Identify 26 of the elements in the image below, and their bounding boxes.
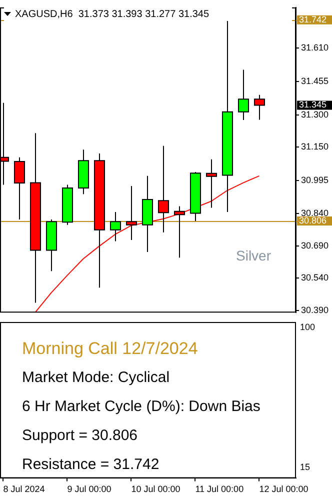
y-tick-label: 30.995 <box>301 174 329 185</box>
category-label: 12 Jul 00:00 <box>259 484 308 494</box>
ref-line-label: 30.806 <box>299 216 327 226</box>
text: 100 <box>300 322 316 332</box>
text: 15 <box>300 462 310 472</box>
text: Resistance = 31.742 <box>22 455 160 475</box>
category-label: 11 Jul 00:00 <box>195 484 244 494</box>
text: 31.345 <box>299 100 327 110</box>
category-label: 8 Jul 2024 <box>3 484 45 494</box>
y-tick-label: 31.150 <box>301 142 329 152</box>
text: Market Mode: Cyclical <box>22 368 171 388</box>
y-tick-label: 31.610 <box>301 42 329 53</box>
y-tick-label: 31.455 <box>301 76 329 86</box>
y-tick-label: 30.840 <box>301 208 329 218</box>
y-tick-label: 30.690 <box>301 240 329 250</box>
ref-line-label: 31.742 <box>299 14 327 24</box>
category-label: 10 Jul 00:00 <box>131 484 180 494</box>
category-label: 9 Jul 00:00 <box>67 484 112 494</box>
text: Morning Call 12/7/2024 <box>22 338 199 360</box>
y-tick-label: 30.540 <box>301 272 329 283</box>
chart-title: XAGUSD,H6 31.373 31.393 31.277 31.345 <box>15 8 210 20</box>
y-tick-label: 31.300 <box>301 109 329 120</box>
text: Support = 30.806 <box>22 426 139 446</box>
text: 6 Hr Market Cycle (D%): Down Bias <box>22 397 260 417</box>
annotation: Silver <box>236 248 272 264</box>
y-tick-label: 30.390 <box>301 304 329 315</box>
